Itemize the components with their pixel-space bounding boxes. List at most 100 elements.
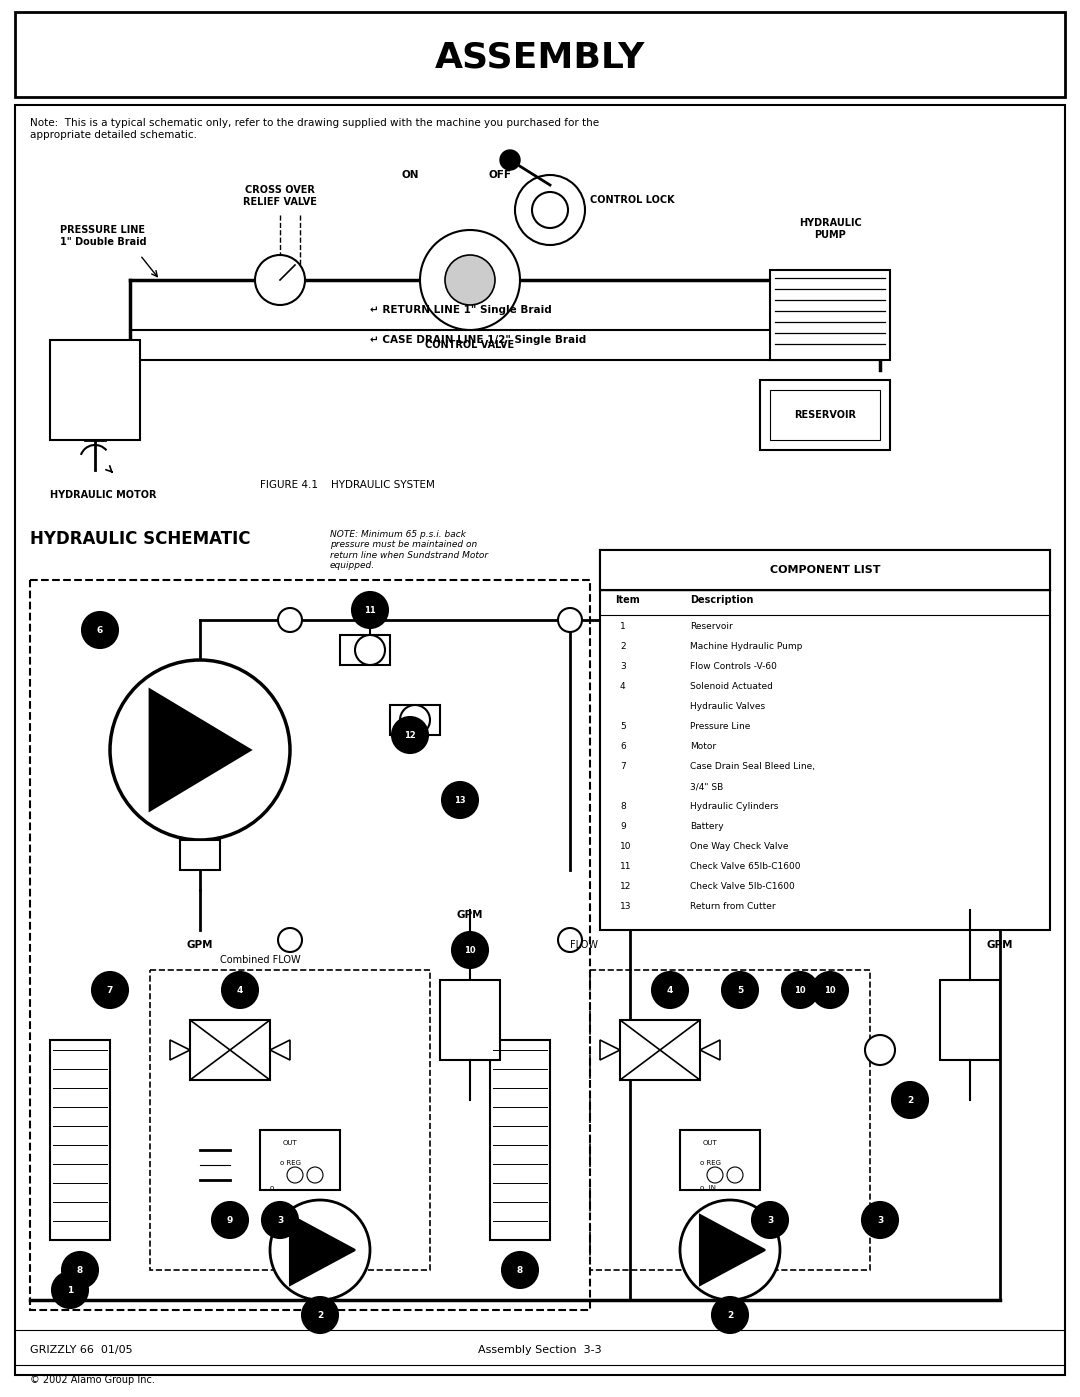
Circle shape bbox=[812, 972, 848, 1009]
Circle shape bbox=[392, 717, 428, 753]
Text: 6: 6 bbox=[97, 626, 103, 634]
Circle shape bbox=[62, 1252, 98, 1288]
Text: OUT: OUT bbox=[283, 1140, 297, 1146]
Text: 7: 7 bbox=[620, 761, 625, 771]
Text: 7: 7 bbox=[107, 985, 113, 995]
Circle shape bbox=[307, 1166, 323, 1183]
Text: 8: 8 bbox=[517, 1266, 523, 1274]
Text: 10: 10 bbox=[824, 985, 836, 995]
Bar bbox=[770, 270, 890, 360]
Text: 2: 2 bbox=[316, 1310, 323, 1320]
Text: Note:  This is a typical schematic only, refer to the drawing supplied with the : Note: This is a typical schematic only, … bbox=[30, 117, 599, 140]
Text: GPM: GPM bbox=[987, 940, 1013, 950]
Text: PRESSURE LINE
1" Double Braid: PRESSURE LINE 1" Double Braid bbox=[60, 225, 147, 247]
Text: 2: 2 bbox=[907, 1095, 913, 1105]
Bar bbox=[340, 636, 390, 665]
Bar bbox=[620, 1020, 700, 1080]
Text: One Way Check Valve: One Way Check Valve bbox=[690, 842, 788, 851]
Circle shape bbox=[680, 1200, 780, 1301]
Text: 11: 11 bbox=[364, 605, 376, 615]
Circle shape bbox=[453, 932, 488, 968]
Polygon shape bbox=[150, 690, 249, 810]
Text: COMPONENT LIST: COMPONENT LIST bbox=[770, 564, 880, 576]
Text: 1: 1 bbox=[620, 622, 625, 631]
Text: 4: 4 bbox=[237, 985, 243, 995]
Text: CONTROL LOCK: CONTROL LOCK bbox=[590, 196, 675, 205]
Text: OUT: OUT bbox=[703, 1140, 717, 1146]
Bar bbox=[15, 13, 1065, 96]
Bar bbox=[940, 981, 1000, 1060]
Text: CROSS OVER
RELIEF VALVE: CROSS OVER RELIEF VALVE bbox=[243, 184, 316, 207]
Text: ON: ON bbox=[402, 170, 419, 180]
Text: Return from Cutter: Return from Cutter bbox=[690, 902, 775, 911]
Circle shape bbox=[212, 1201, 248, 1238]
Circle shape bbox=[278, 928, 302, 951]
Text: 3: 3 bbox=[877, 1215, 883, 1225]
Text: 8: 8 bbox=[77, 1266, 83, 1274]
Text: GRIZZLY 66  01/05: GRIZZLY 66 01/05 bbox=[30, 1345, 133, 1355]
Bar bbox=[150, 970, 430, 1270]
Circle shape bbox=[502, 1252, 538, 1288]
Text: 5: 5 bbox=[737, 985, 743, 995]
Text: HYDRAULIC MOTOR: HYDRAULIC MOTOR bbox=[50, 490, 157, 500]
Polygon shape bbox=[600, 1039, 620, 1060]
Text: 11: 11 bbox=[620, 862, 632, 870]
Circle shape bbox=[82, 612, 118, 648]
Bar bbox=[260, 1130, 340, 1190]
Circle shape bbox=[515, 175, 585, 244]
Circle shape bbox=[712, 1296, 748, 1333]
Bar bbox=[50, 1039, 110, 1241]
Text: 10: 10 bbox=[794, 985, 806, 995]
Bar bbox=[600, 550, 1050, 930]
Circle shape bbox=[500, 149, 519, 170]
Text: ↵ CASE DRAIN LINE 1/2" Single Braid: ↵ CASE DRAIN LINE 1/2" Single Braid bbox=[370, 335, 586, 345]
Text: Solenoid Actuated: Solenoid Actuated bbox=[690, 682, 773, 692]
Circle shape bbox=[400, 705, 430, 735]
Circle shape bbox=[420, 231, 519, 330]
Text: 2: 2 bbox=[620, 643, 625, 651]
Text: ↵ RETURN LINE 1" Single Braid: ↵ RETURN LINE 1" Single Braid bbox=[370, 305, 552, 314]
Text: © 2002 Alamo Group Inc.: © 2002 Alamo Group Inc. bbox=[30, 1375, 154, 1384]
Text: Hydraulic Cylinders: Hydraulic Cylinders bbox=[690, 802, 779, 812]
Polygon shape bbox=[291, 1215, 355, 1285]
Text: Description: Description bbox=[690, 595, 754, 605]
Polygon shape bbox=[700, 1215, 765, 1285]
Text: 9: 9 bbox=[227, 1215, 233, 1225]
Circle shape bbox=[255, 256, 305, 305]
Text: 4: 4 bbox=[666, 985, 673, 995]
Text: GPM: GPM bbox=[187, 940, 213, 950]
Bar bbox=[190, 1020, 270, 1080]
Circle shape bbox=[445, 256, 495, 305]
Text: 3: 3 bbox=[620, 662, 625, 671]
Text: Item: Item bbox=[615, 595, 639, 605]
Circle shape bbox=[532, 191, 568, 228]
Text: Combined FLOW: Combined FLOW bbox=[220, 956, 300, 965]
Circle shape bbox=[727, 1166, 743, 1183]
Text: Assembly Section  3-3: Assembly Section 3-3 bbox=[478, 1345, 602, 1355]
Text: 2: 2 bbox=[727, 1310, 733, 1320]
Text: Battery: Battery bbox=[690, 821, 724, 831]
Bar bbox=[680, 1130, 760, 1190]
Text: ASSEMBLY: ASSEMBLY bbox=[435, 41, 645, 75]
Circle shape bbox=[287, 1166, 303, 1183]
Circle shape bbox=[752, 1201, 788, 1238]
Text: 13: 13 bbox=[455, 795, 465, 805]
Bar bbox=[30, 580, 590, 1310]
Text: GPM: GPM bbox=[457, 909, 483, 921]
Text: NOTE: Minimum 65 p.s.i. back
pressure must be maintained on
return line when Sun: NOTE: Minimum 65 p.s.i. back pressure mu… bbox=[330, 529, 488, 570]
Circle shape bbox=[302, 1296, 338, 1333]
Text: 10: 10 bbox=[464, 946, 476, 954]
Text: o REG: o REG bbox=[700, 1160, 721, 1166]
Circle shape bbox=[270, 1200, 370, 1301]
Text: o REG: o REG bbox=[280, 1160, 301, 1166]
Bar bbox=[180, 840, 220, 870]
Text: 3/4" SB: 3/4" SB bbox=[690, 782, 724, 791]
Bar bbox=[600, 550, 1050, 590]
Circle shape bbox=[707, 1166, 723, 1183]
Text: HYDRAULIC SCHEMATIC: HYDRAULIC SCHEMATIC bbox=[30, 529, 251, 548]
Circle shape bbox=[723, 972, 758, 1009]
Bar bbox=[770, 390, 880, 440]
Text: 10: 10 bbox=[620, 842, 632, 851]
Circle shape bbox=[862, 1201, 897, 1238]
Text: 3: 3 bbox=[276, 1215, 283, 1225]
